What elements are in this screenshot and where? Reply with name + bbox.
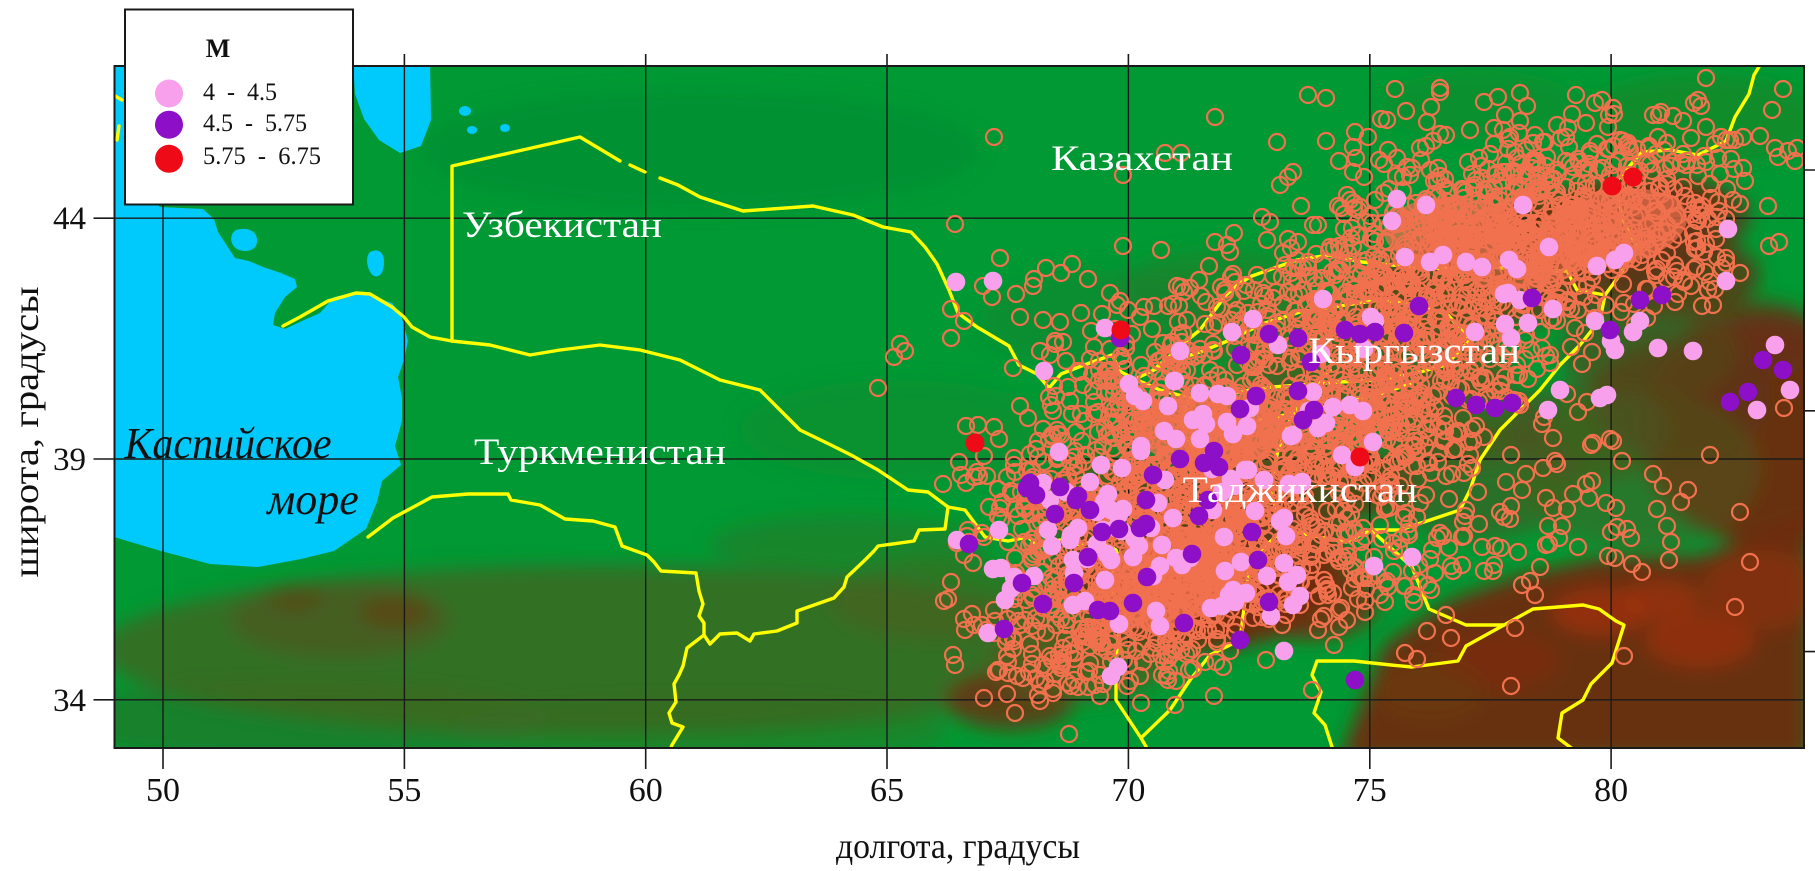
svg-text:долгота, градусы: долгота, градусы [836,826,1080,866]
svg-text:55: 55 [387,772,421,809]
svg-text:широта, градусы: широта, градусы [6,287,46,578]
svg-text:М: М [206,34,231,63]
svg-text:70: 70 [1111,772,1145,809]
svg-text:75: 75 [1353,772,1387,809]
svg-text:Туркменистан: Туркменистан [474,432,726,473]
svg-text:5.75 - 6.75: 5.75 - 6.75 [203,143,321,170]
svg-text:39: 39 [53,442,86,478]
svg-text:4.5 - 5.75: 4.5 - 5.75 [203,110,307,137]
svg-text:Узбекистан: Узбекистан [462,205,662,246]
svg-text:80: 80 [1594,772,1628,809]
svg-text:34: 34 [53,683,86,719]
svg-text:Кыргызстан: Кыргызстан [1308,331,1520,372]
svg-text:50: 50 [146,772,180,809]
svg-text:4 - 4.5: 4 - 4.5 [203,79,277,106]
svg-text:море: море [265,475,359,524]
svg-text:Таджикистан: Таджикистан [1183,470,1418,511]
svg-text:Каспийское: Каспийское [124,419,332,468]
svg-text:65: 65 [870,772,904,809]
svg-text:44: 44 [53,201,86,237]
svg-text:60: 60 [629,772,663,809]
svg-text:Казахстан: Казахстан [1051,138,1233,178]
